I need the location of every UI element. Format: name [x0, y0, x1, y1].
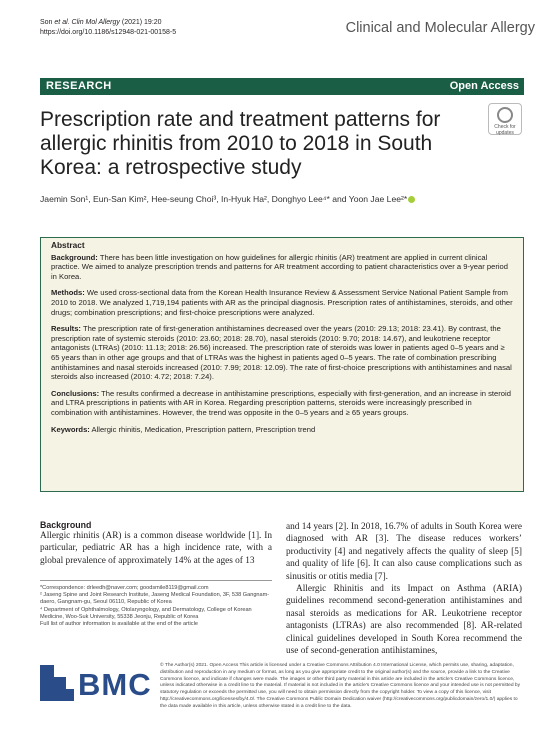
body-paragraph: Allergic rhinitis (AR) is a common disea…: [40, 531, 272, 566]
correspondence-note: *Correspondence: drleedh@naver.com; good…: [40, 585, 209, 591]
article-title: Prescription rate and treatment patterns…: [40, 108, 441, 179]
orcid-icon[interactable]: [408, 196, 416, 204]
body-column-1: Background Allergic rhinitis (AR) is a c…: [40, 520, 272, 567]
author-list: Jaemin Son¹, Eun-San Kim², Hee-seung Cho…: [40, 194, 520, 204]
research-bar: [40, 78, 524, 95]
abstract-keywords: Keywords: Allergic rhinitis, Medication,…: [51, 424, 316, 434]
doi-link[interactable]: https://doi.org/10.1186/s12948-021-00158…: [40, 29, 177, 36]
full-author-info-note: Full list of author information is avail…: [40, 621, 198, 628]
abstract-conclusions: Conclusions: The results confirmed a dec…: [51, 388, 511, 417]
check-for-updates-badge[interactable]: Check for updates: [488, 103, 522, 136]
body-column-2: and 14 years [2]. In 2018, 16.7% of adul…: [286, 521, 522, 657]
license-statement: © The Author(s) 2021. Open Access This a…: [160, 663, 521, 709]
abstract-results: Results: The prescription rate of first-…: [51, 324, 512, 382]
abstract-methods: Methods: We used cross-sectional data fr…: [51, 288, 513, 317]
check-updates-icon: [497, 107, 513, 123]
section-heading-background: Background: [40, 520, 92, 530]
open-access-label: Open Access: [449, 80, 519, 92]
body-paragraph: Allergic Rhinitis and its Impact on Asth…: [286, 584, 522, 657]
affiliation-2: ² Jaseng Spine and Joint Research Instit…: [40, 592, 270, 606]
abstract-background: Background: There has been little invest…: [51, 252, 508, 281]
footnote-divider: [40, 580, 272, 581]
abstract-heading: Abstract: [51, 240, 85, 250]
journal-name: Clinical and Molecular Allergy: [345, 20, 535, 36]
affiliation-4: ⁴ Department of Ophthalmology, Otolaryng…: [40, 606, 252, 620]
journal-abbrev: et al. Clin Mol Allergy: [54, 19, 120, 26]
article-type-label: RESEARCH: [46, 80, 112, 92]
citation-header: Son et al. Clin Mol Allergy (2021) 19:20…: [40, 19, 177, 36]
body-paragraph: and 14 years [2]. In 2018, 16.7% of adul…: [286, 522, 522, 582]
bmc-logo-icon: [40, 665, 74, 701]
abstract-box: Abstract Background: There has been litt…: [40, 237, 524, 492]
bmc-logo-text: BMC: [78, 667, 152, 702]
footnotes: *Correspondence: drleedh@naver.com; good…: [40, 585, 272, 628]
